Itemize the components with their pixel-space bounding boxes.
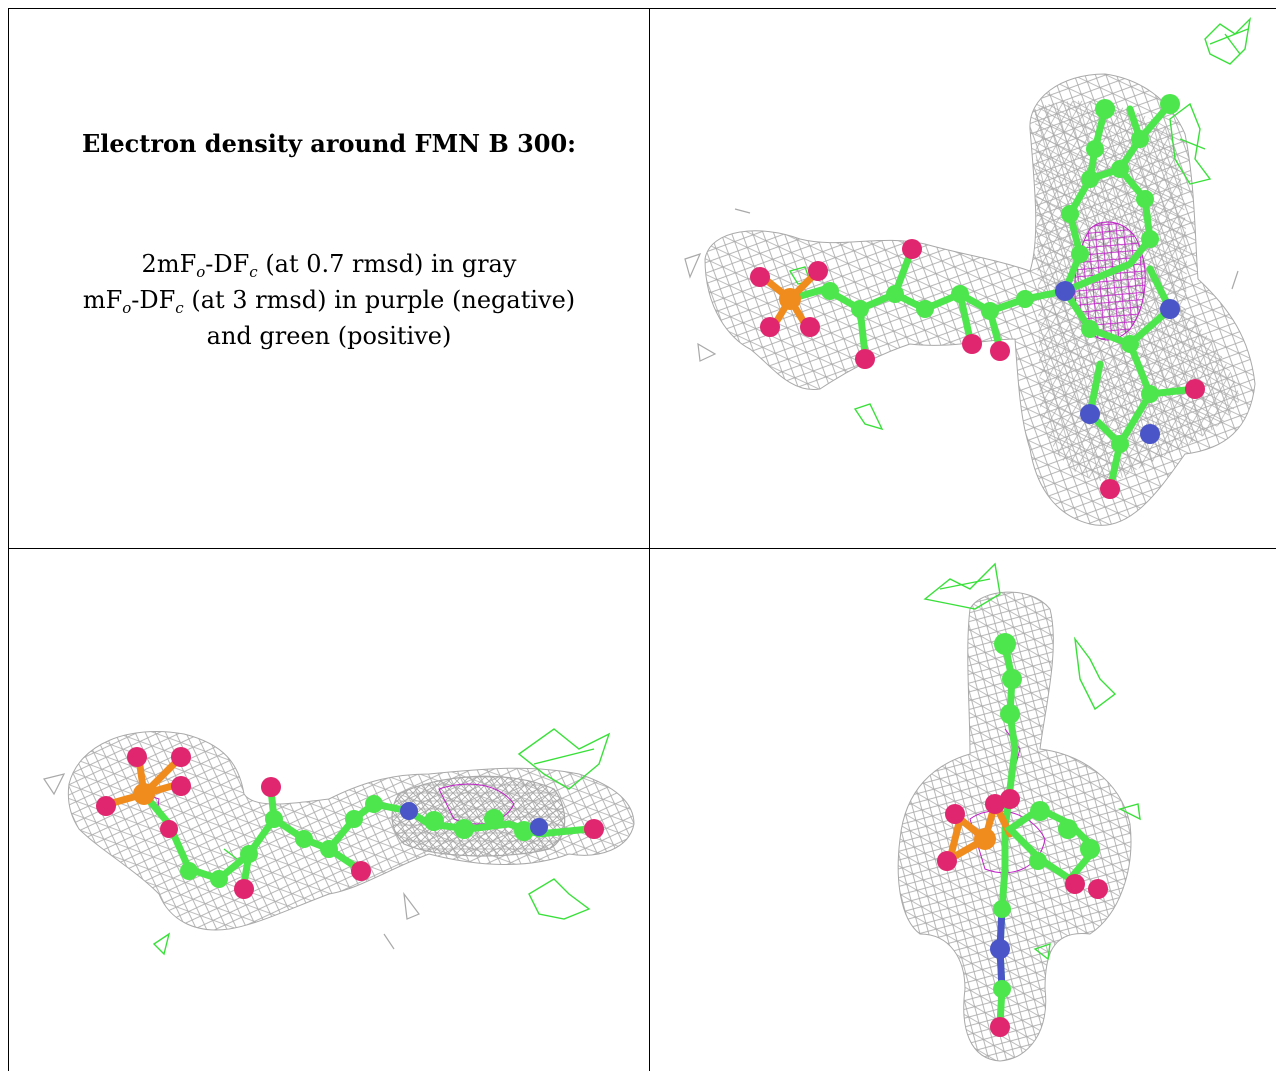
legend-line-fofc: mFo-DFc (at 3 rmsd) in purple (negative) — [82, 286, 576, 317]
molecule-icon — [684, 16, 1256, 526]
atoms — [96, 747, 604, 899]
molecule-icon — [43, 728, 635, 956]
table-border-left — [8, 8, 9, 1071]
table-border-top — [8, 8, 1276, 9]
table-border-center — [649, 8, 650, 1071]
legend-line-positive: and green (positive) — [206, 322, 452, 350]
mesh-positive — [152, 728, 611, 956]
atoms — [937, 633, 1108, 1037]
mesh-positive — [923, 562, 1141, 961]
molecule-icon — [897, 562, 1141, 1062]
caption-title: Electron density around FMN B 300: — [81, 129, 577, 158]
legend-line-2fofc: 2mFo-DFc (at 0.7 rmsd) in gray — [141, 250, 517, 281]
atoms — [750, 94, 1205, 499]
table-border-middle — [8, 548, 1276, 549]
density-view-bottom-left — [9, 549, 649, 1071]
figure-table: Electron density around FMN B 300: 2mFo-… — [8, 8, 1276, 1071]
caption-legend: 2mFo-DFc (at 0.7 rmsd) in gray mFo-DFc (… — [8, 246, 650, 354]
caption-cell: Electron density around FMN B 300: 2mFo-… — [8, 8, 650, 548]
density-view-bottom-right — [650, 549, 1276, 1071]
density-view-top-right — [650, 9, 1276, 548]
